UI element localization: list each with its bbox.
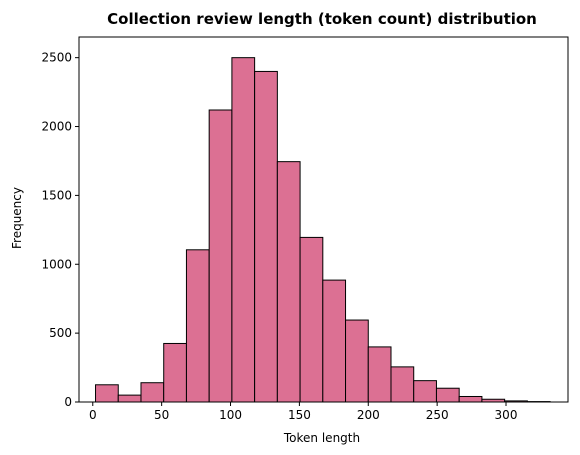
- y-tick-label: 1000: [41, 257, 72, 271]
- x-tick-label: 300: [495, 408, 518, 422]
- histogram-bar: [413, 380, 437, 403]
- y-tick-label: 0: [64, 395, 72, 409]
- plot-frame: [78, 36, 569, 403]
- x-tick-label: 150: [288, 408, 311, 422]
- histogram-bar: [95, 384, 119, 403]
- y-tick-label: 500: [49, 326, 72, 340]
- histogram-bar: [276, 161, 301, 403]
- x-tick-label: 200: [357, 408, 380, 422]
- bars-group: [95, 57, 551, 403]
- histogram-bar: [390, 366, 415, 403]
- y-tick-label: 2000: [41, 120, 72, 134]
- histogram-bar: [140, 382, 165, 403]
- histogram-bar: [458, 395, 483, 403]
- histogram-bar: [367, 346, 392, 403]
- histogram-bar: [322, 279, 347, 403]
- histogram-bar: [231, 57, 256, 403]
- histogram-bar: [254, 70, 278, 403]
- axes-group: [78, 36, 569, 403]
- x-axis-ticks: 0 50 100 150 200 250 300: [89, 402, 518, 422]
- histogram-bar: [299, 236, 324, 403]
- y-axis-label: Frequency: [10, 187, 24, 249]
- histogram-bar: [163, 342, 187, 403]
- histogram-bar: [345, 319, 369, 403]
- histogram-bar: [117, 394, 142, 403]
- x-tick-label: 50: [154, 408, 169, 422]
- x-tick-label: 100: [219, 408, 242, 422]
- x-tick-label: 250: [426, 408, 449, 422]
- y-axis-ticks: 0 500 1000 1500 2000 2500: [41, 51, 79, 409]
- histogram-bar: [208, 109, 233, 403]
- histogram-bar: [185, 249, 210, 403]
- chart-title: Collection review length (token count) d…: [107, 10, 537, 28]
- y-tick-label: 1500: [41, 188, 72, 202]
- y-tick-label: 2500: [41, 51, 72, 65]
- x-tick-label: 0: [89, 408, 97, 422]
- histogram-bar: [435, 387, 460, 403]
- x-axis-label: Token length: [283, 431, 360, 445]
